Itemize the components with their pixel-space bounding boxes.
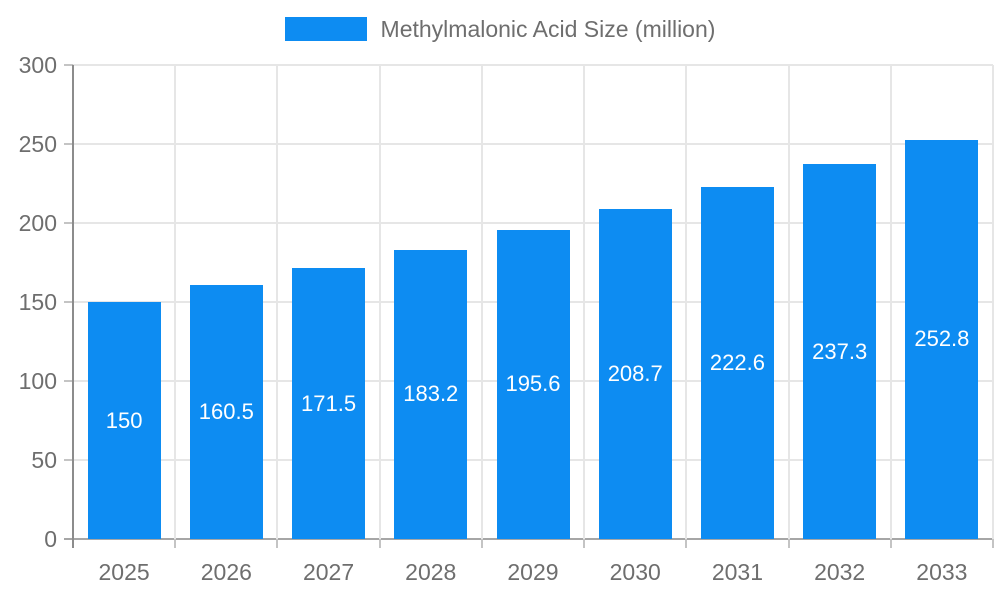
chart-legend: Methylmalonic Acid Size (million) bbox=[0, 16, 1000, 42]
y-gridline bbox=[73, 143, 993, 145]
bar-value-label: 171.5 bbox=[301, 390, 357, 416]
bar-value-label: 183.2 bbox=[403, 381, 459, 407]
bar-value-label: 222.6 bbox=[709, 350, 765, 376]
y-axis-tick bbox=[64, 459, 73, 461]
bar-value-label: 150 bbox=[105, 407, 143, 433]
x-gridline bbox=[276, 65, 279, 539]
x-gridline bbox=[174, 65, 177, 539]
x-axis-tick bbox=[378, 539, 381, 548]
bar bbox=[189, 285, 263, 539]
x-axis-tick-label: 2031 bbox=[711, 559, 764, 585]
bar-value-label: 237.3 bbox=[812, 338, 868, 364]
x-gridline bbox=[583, 65, 586, 539]
y-gridline bbox=[73, 222, 993, 224]
bar bbox=[394, 249, 468, 539]
y-axis-tick-label: 0 bbox=[44, 526, 57, 552]
y-gridline bbox=[73, 538, 993, 540]
x-axis-tick bbox=[685, 539, 688, 548]
x-gridline bbox=[889, 65, 892, 539]
y-axis-line bbox=[72, 65, 74, 548]
x-axis-tick-label: 2030 bbox=[609, 559, 661, 585]
bar-value-label: 195.6 bbox=[505, 371, 561, 397]
x-gridline bbox=[685, 65, 688, 539]
x-gridline bbox=[480, 65, 483, 539]
x-axis-tick bbox=[787, 539, 790, 548]
bar-value-label: 252.8 bbox=[914, 326, 970, 352]
bar bbox=[87, 302, 161, 539]
y-axis-tick bbox=[64, 538, 73, 540]
x-axis-tick-label: 2027 bbox=[302, 559, 355, 585]
legend-series-label: Methylmalonic Acid Size (million) bbox=[380, 16, 716, 42]
x-axis-tick bbox=[480, 539, 483, 548]
y-axis-tick-label: 150 bbox=[18, 289, 57, 315]
bar bbox=[292, 268, 366, 539]
y-axis-tick bbox=[64, 143, 73, 145]
bar bbox=[700, 187, 774, 539]
x-axis-tick bbox=[276, 539, 279, 548]
bar bbox=[905, 139, 979, 539]
y-axis-tick-label: 250 bbox=[18, 131, 57, 157]
y-axis-tick bbox=[64, 301, 73, 303]
x-gridline bbox=[378, 65, 381, 539]
x-axis-tick bbox=[889, 539, 892, 548]
y-axis-tick-label: 100 bbox=[18, 368, 57, 394]
legend-swatch bbox=[284, 17, 367, 41]
x-axis-tick-label: 2029 bbox=[507, 559, 559, 585]
x-axis-tick bbox=[174, 539, 177, 548]
y-axis-tick bbox=[64, 222, 73, 224]
x-axis-tick-label: 2033 bbox=[916, 559, 968, 585]
y-axis-tick-label: 300 bbox=[18, 52, 57, 78]
bar bbox=[803, 164, 877, 539]
bar bbox=[496, 229, 570, 539]
x-axis-tick bbox=[583, 539, 586, 548]
bar-value-label: 208.7 bbox=[607, 361, 663, 387]
x-axis-tick-label: 2032 bbox=[814, 559, 866, 585]
x-gridline bbox=[992, 65, 994, 539]
y-axis-tick-label: 200 bbox=[18, 210, 57, 236]
y-axis-tick-label: 50 bbox=[31, 447, 57, 473]
bar-value-label: 160.5 bbox=[198, 399, 254, 425]
x-axis-tick-label: 2025 bbox=[98, 559, 150, 585]
y-axis-tick bbox=[64, 64, 73, 66]
x-gridline bbox=[787, 65, 790, 539]
y-axis-tick bbox=[64, 380, 73, 382]
x-axis-tick-label: 2026 bbox=[200, 559, 252, 585]
x-axis-tick bbox=[992, 539, 994, 548]
x-axis-tick-label: 2028 bbox=[405, 559, 457, 585]
y-gridline bbox=[73, 64, 993, 66]
bar bbox=[598, 209, 672, 539]
